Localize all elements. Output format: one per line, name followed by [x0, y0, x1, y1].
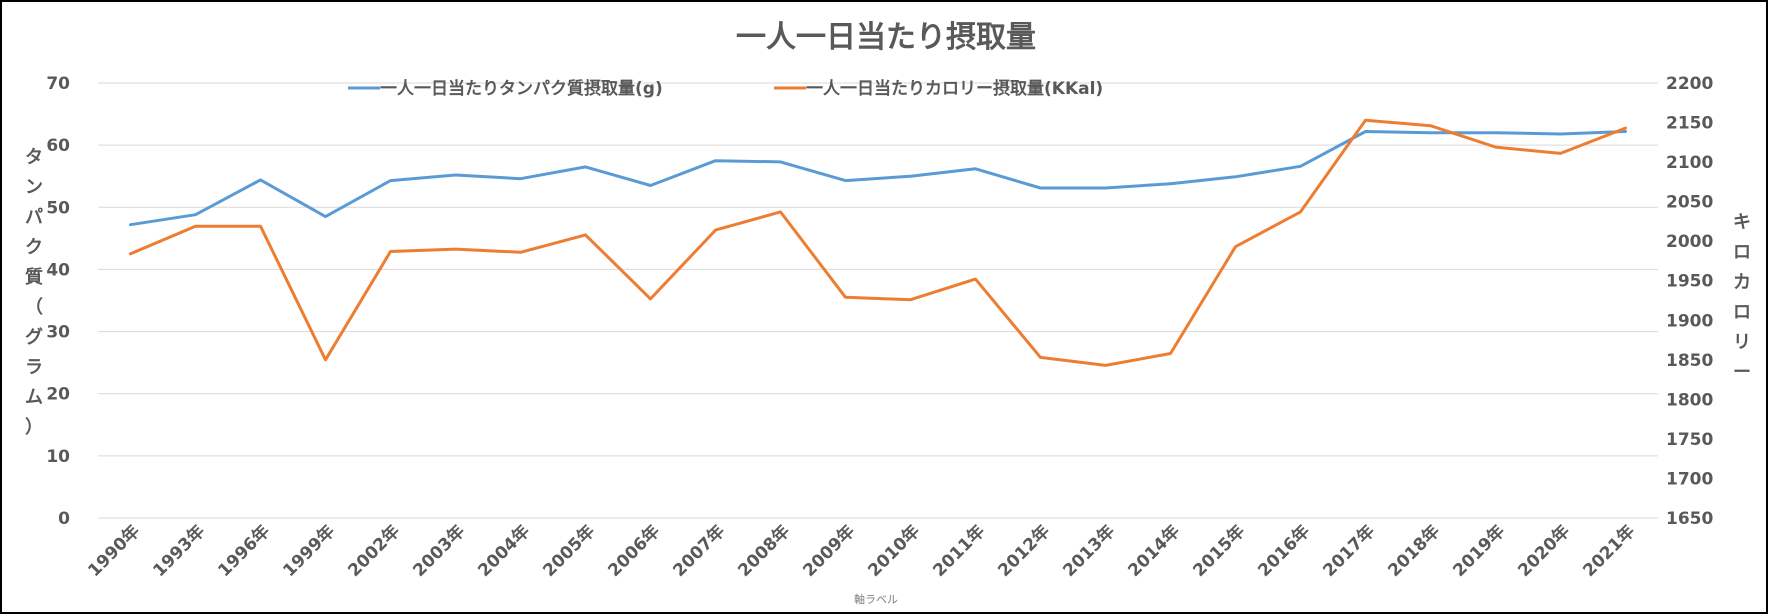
right-tick-label: 1800	[1666, 390, 1713, 410]
x-tick-label: 2018年	[1384, 521, 1444, 581]
grid-lines	[98, 82, 1658, 519]
ylabel-right-text: キロカロリー	[1733, 212, 1751, 383]
series-lines	[129, 118, 1627, 367]
chart-title: 一人一日当たり摂取量	[736, 20, 1036, 55]
series-line-protein	[129, 130, 1627, 227]
left-tick-label: 70	[46, 74, 70, 94]
right-tick-label: 1850	[1666, 351, 1713, 371]
right-tick-label: 2050	[1666, 193, 1713, 213]
x-tick-label: 2011年	[929, 521, 989, 581]
legend-entry-calorie: 一人一日当たりカロリー摂取量(KKal)	[774, 78, 1103, 99]
x-tick-label: 2015年	[1189, 521, 1249, 581]
left-tick-label: 60	[46, 136, 70, 156]
x-tick-label: 2003年	[409, 521, 469, 581]
x-tick-label: 2008年	[734, 521, 794, 581]
right-tick-label: 2200	[1666, 74, 1713, 94]
right-tick-label: 2000	[1666, 232, 1713, 252]
x-tick-label: 2005年	[539, 521, 599, 581]
x-tick-label: 2013年	[1059, 521, 1119, 581]
legend: 一人一日当たりタンパク質摂取量(g) 一人一日当たりカロリー摂取量(KKal)	[348, 78, 1103, 99]
left-tick-label: 30	[46, 323, 70, 343]
legend-label-protein: 一人一日当たりタンパク質摂取量(g)	[380, 78, 663, 99]
x-tick-label: 2002年	[344, 521, 404, 581]
x-tick-label: 1996年	[214, 521, 274, 581]
right-tick-label: 1700	[1666, 469, 1713, 489]
x-tick-label: 2020年	[1514, 521, 1574, 581]
right-tick-label: 1750	[1666, 430, 1713, 450]
x-tick-label: 1999年	[279, 521, 339, 581]
right-tick-label: 1950	[1666, 272, 1713, 292]
series-line-calorie	[129, 118, 1627, 367]
ylabel-left-text: タンパク質（グラム）	[25, 147, 43, 438]
x-axis-ticks: 1990年 1993年 1996年 1999年 2002年 2003年 2004年 2005年…	[84, 521, 1639, 581]
x-axis-title: 軸ラベル	[854, 592, 898, 606]
right-tick-label: 2100	[1666, 153, 1713, 173]
x-tick-label: 2016年	[1254, 521, 1314, 581]
y-axis-title-right: キロカロリー	[1733, 212, 1751, 383]
right-tick-label: 2150	[1666, 114, 1713, 134]
right-tick-label: 1650	[1666, 509, 1713, 529]
x-tick-label: 2017年	[1319, 521, 1379, 581]
x-tick-label: 2004年	[474, 521, 534, 581]
x-tick-label: 2006年	[604, 521, 664, 581]
left-tick-label: 50	[46, 198, 70, 218]
x-tick-label: 1993年	[149, 521, 209, 581]
left-tick-label: 10	[46, 447, 70, 467]
x-tick-label: 2019年	[1449, 521, 1509, 581]
x-tick-label: 2010年	[864, 521, 924, 581]
left-tick-label: 0	[58, 509, 70, 529]
x-tick-label: 1990年	[84, 521, 144, 581]
legend-label-calorie: 一人一日当たりカロリー摂取量(KKal)	[806, 78, 1103, 99]
legend-entry-protein: 一人一日当たりタンパク質摂取量(g)	[348, 78, 663, 99]
x-tick-label: 2009年	[799, 521, 859, 581]
x-tick-label: 2012年	[994, 521, 1054, 581]
left-axis-ticks: 0 10 20 30 40 50 60 70	[46, 74, 70, 529]
x-tick-label: 2007年	[669, 521, 729, 581]
left-tick-label: 40	[46, 260, 70, 280]
x-tick-label: 2014年	[1124, 521, 1184, 581]
x-tick-label: 2021年	[1579, 521, 1639, 581]
right-axis-ticks: 1650 1700 1750 1800 1850 1900 1950 2000 2050 2100…	[1666, 74, 1713, 529]
right-tick-label: 1900	[1666, 311, 1713, 331]
left-tick-label: 20	[46, 385, 70, 405]
y-axis-title-left: タンパク質（グラム）	[25, 147, 43, 438]
